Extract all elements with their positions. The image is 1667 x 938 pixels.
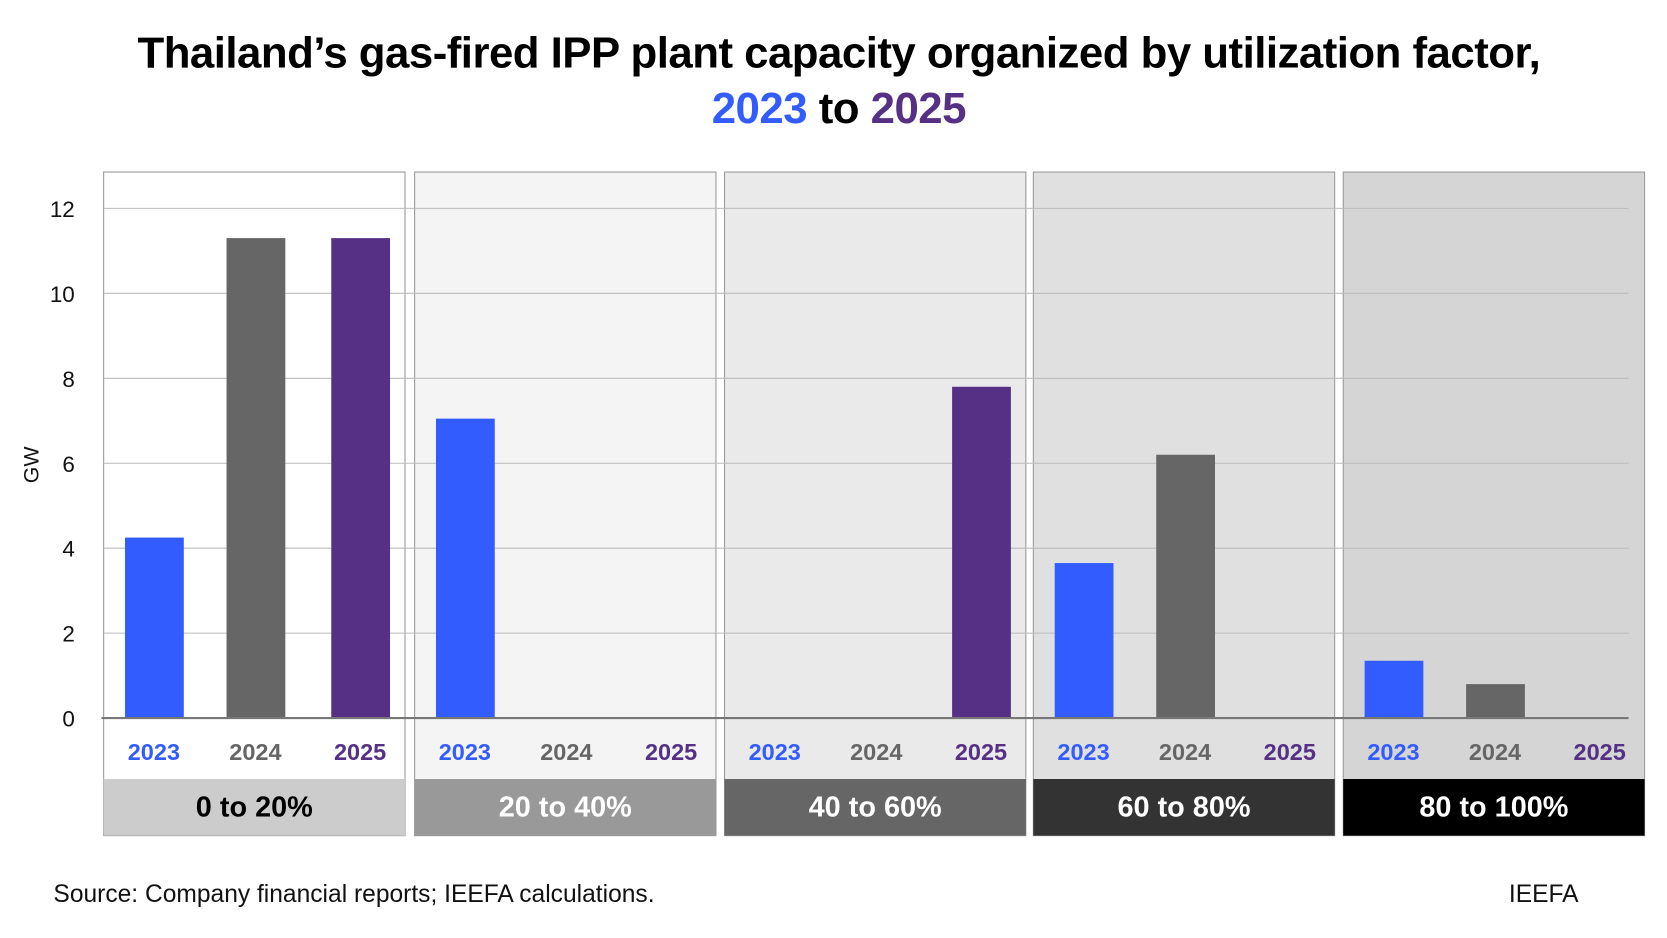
bar-2024 (1156, 454, 1215, 719)
y-tick-label: 10 (50, 282, 75, 307)
category-box (1343, 779, 1645, 836)
title-year-end: 2025 (870, 83, 967, 133)
x-tick-label: 2025 (1264, 739, 1316, 765)
x-tick-label: 2024 (1159, 739, 1211, 765)
bar-2025 (331, 238, 391, 719)
y-axis-label: GW (19, 446, 43, 484)
x-tick-label: 2024 (229, 739, 281, 765)
x-tick-label: 2025 (645, 739, 697, 765)
category-label: 80 to 100% (1419, 791, 1568, 823)
title-year-start: 2023 (711, 83, 808, 133)
x-tick-label: 2025 (334, 739, 386, 765)
bar-2023 (1054, 563, 1114, 719)
category-box (103, 779, 405, 836)
x-tick-label: 2024 (850, 739, 902, 765)
chart-title-line2: 2023 to 2025 (0, 83, 1667, 133)
category-label: 40 to 60% (809, 791, 942, 823)
x-tick-label: 2023 (1367, 739, 1419, 765)
category-box (414, 779, 716, 836)
bar-2025 (952, 386, 1011, 719)
bar-2024 (226, 238, 286, 719)
y-tick-label: 4 (62, 537, 74, 562)
bar-2023 (435, 418, 495, 719)
x-tick-label: 2023 (1057, 739, 1109, 765)
category-box (1033, 779, 1335, 836)
x-tick-label: 2023 (128, 739, 180, 765)
panel-5 (1342, 171, 1646, 837)
category-label: 0 to 20% (196, 791, 313, 823)
y-tick-label: 12 (50, 197, 75, 222)
chart-title-line1: Thailand’s gas-fired IPP plant capacity … (137, 27, 1541, 77)
brand-label: IEEFA (1508, 879, 1579, 908)
y-tick-label: 0 (62, 707, 74, 732)
category-label: 60 to 80% (1117, 791, 1250, 823)
y-tick-label: 2 (62, 622, 74, 647)
title-connector: to (807, 83, 871, 133)
y-tick-label: 6 (62, 452, 74, 477)
x-tick-label: 2024 (540, 739, 592, 765)
x-tick-label: 2023 (749, 739, 801, 765)
y-tick-label: 8 (62, 367, 74, 392)
x-tick-label: 2025 (1574, 739, 1626, 765)
bar-2023 (1364, 660, 1424, 719)
x-tick-label: 2023 (439, 739, 491, 765)
bar-2023 (125, 537, 184, 719)
source-note: Source: Company financial reports; IEEFA… (53, 879, 655, 908)
category-box (724, 779, 1026, 836)
bar-2024 (1466, 684, 1525, 719)
x-tick-label: 2025 (955, 739, 1007, 765)
x-tick-label: 2024 (1469, 739, 1521, 765)
category-label: 20 to 40% (499, 791, 632, 823)
